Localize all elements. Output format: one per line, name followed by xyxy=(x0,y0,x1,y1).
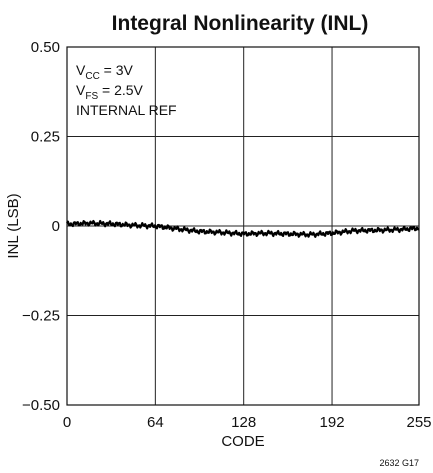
annotation-vcc: VCC = 3V xyxy=(76,62,134,82)
figure-id: 2632 G17 xyxy=(379,458,419,468)
annotation-ref: INTERNAL REF xyxy=(76,102,177,118)
x-tick-label: 0 xyxy=(63,414,71,431)
y-tick-label: 0.25 xyxy=(31,129,60,146)
x-tick-label: 255 xyxy=(406,414,431,431)
y-axis-label: INL (LSB) xyxy=(5,193,22,258)
chart-title: Integral Nonlinearity (INL) xyxy=(112,12,369,35)
x-axis-label: CODE xyxy=(221,433,264,450)
annotation-vfs: VFS = 2.5V xyxy=(76,82,144,102)
y-tick-label: −0.25 xyxy=(22,308,60,325)
y-tick-label: 0.50 xyxy=(31,39,60,56)
y-tick-label: 0 xyxy=(52,218,60,235)
plot-frame xyxy=(66,46,420,406)
x-tick-label: 64 xyxy=(147,414,164,431)
x-tick-label: 192 xyxy=(320,414,345,431)
y-tick-label: −0.50 xyxy=(22,397,60,414)
x-tick-labels: 0 64 128 192 255 xyxy=(63,414,432,431)
y-tick-labels: 0.50 0.25 0 −0.25 −0.50 xyxy=(22,39,60,414)
x-tick-label: 128 xyxy=(231,414,256,431)
series-line-inl xyxy=(66,219,420,238)
